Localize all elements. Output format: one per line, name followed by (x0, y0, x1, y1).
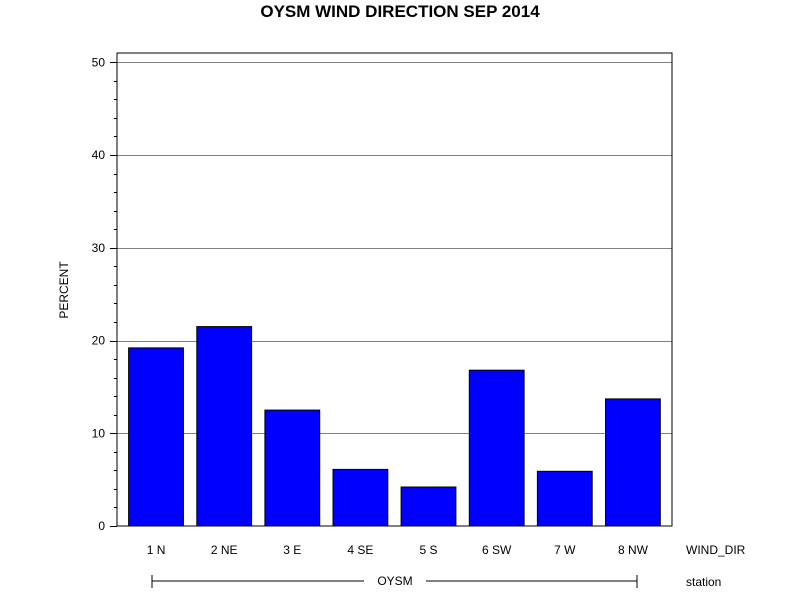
bar (128, 347, 184, 527)
x-tick-label: 4 SE (347, 543, 373, 557)
bar (605, 398, 661, 527)
x-tick-label: 6 SW (482, 543, 512, 557)
station-value: OYSM (377, 574, 412, 588)
x-axis-ticks: 1 N 2 NE 3 E 4 SE 5 S 6 SW 7 W 8 NW (147, 543, 649, 557)
x-axis-label: WIND_DIR (686, 543, 746, 557)
plot-frame (116, 52, 673, 527)
y-tick-label: 50 (92, 55, 106, 69)
y-tick-label: 40 (92, 148, 106, 162)
y-tick-label: 10 (92, 426, 106, 440)
bar (400, 486, 457, 527)
bar (264, 409, 321, 527)
bar (468, 369, 525, 527)
station-group-axis: OYSM station (151, 574, 721, 589)
x-tick-label: 5 S (420, 543, 438, 557)
bar (536, 470, 593, 527)
y-tick-label: 20 (92, 334, 106, 348)
x-tick-label: 2 NE (211, 543, 238, 557)
bar (196, 326, 253, 527)
x-tick-label: 7 W (554, 543, 576, 557)
y-tick-label: 0 (98, 519, 105, 533)
y-tick-label: 30 (92, 241, 106, 255)
x-tick-label: 8 NW (618, 543, 649, 557)
y-axis-ticks: 0 10 20 30 40 50 (92, 55, 117, 533)
x-tick-label: 1 N (147, 543, 166, 557)
bars (128, 326, 661, 527)
x-tick-label: 3 E (283, 543, 301, 557)
station-label: station (686, 575, 721, 589)
bar (332, 468, 389, 527)
chart-title: OYSM WIND DIRECTION SEP 2014 (260, 2, 540, 21)
y-axis-label: PERCENT (57, 261, 71, 319)
